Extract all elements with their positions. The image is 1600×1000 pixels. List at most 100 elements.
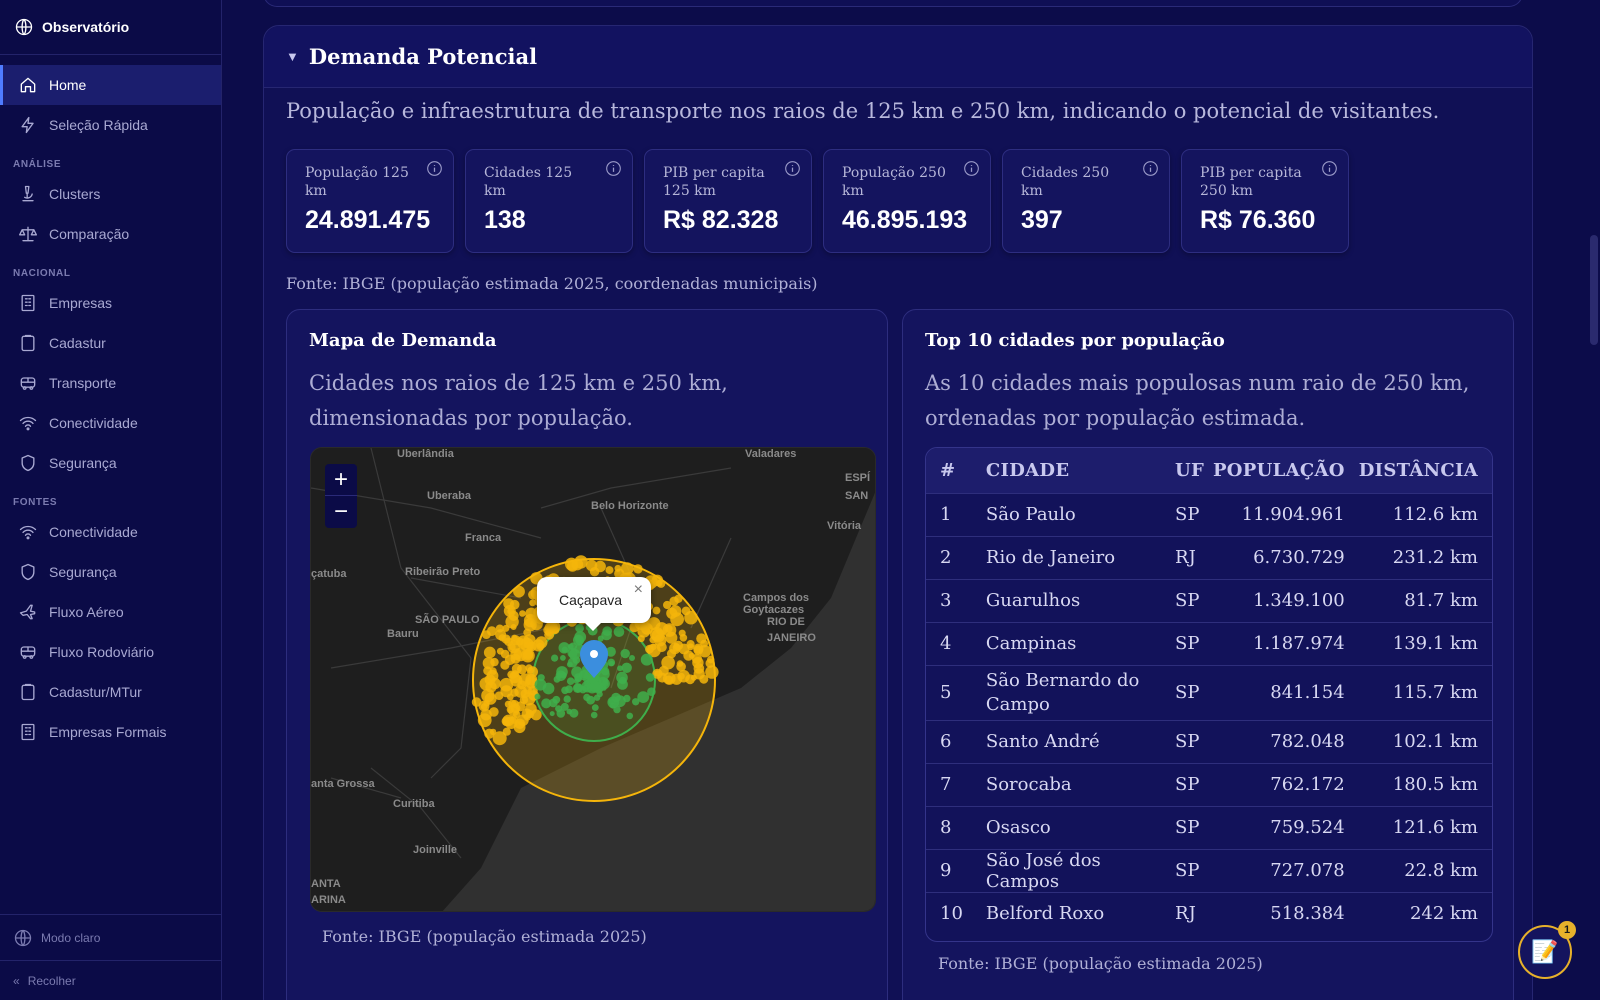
city-dot-250: [513, 585, 525, 598]
city-dot-125: [601, 629, 612, 641]
popup-label: Caçapava: [559, 592, 623, 608]
city-dot-125: [593, 694, 601, 701]
table-cell: RJ: [1161, 535, 1213, 579]
table-cell: 231.2 km: [1358, 535, 1492, 579]
city-dot-250: [652, 606, 661, 615]
map-place-label: Bauru: [387, 628, 419, 640]
city-dot-125: [580, 669, 589, 679]
table-source: Fonte: IBGE (população estimada 2025): [938, 954, 1263, 973]
city-dot-125: [551, 654, 559, 662]
table-row[interactable]: 9 São José dos Campos SP 727.078 22.8 km: [926, 848, 1492, 892]
map-place-label: Vitória: [827, 520, 862, 532]
city-dot-250: [483, 646, 496, 659]
column-header[interactable]: DISTÂNCIA: [1358, 448, 1492, 493]
sidebar-item-cadastur-mtur[interactable]: Cadastur/MTur: [0, 672, 221, 712]
sidebar-item-seguran-a[interactable]: Segurança: [0, 443, 221, 483]
city-dot-250: [674, 594, 683, 603]
info-icon[interactable]: [963, 160, 980, 177]
collapse-caret-icon[interactable]: ▼: [286, 49, 299, 64]
city-dot-250: [510, 624, 517, 630]
table-row[interactable]: 4 Campinas SP 1.187.974 139.1 km: [926, 621, 1492, 665]
sidebar-item-conectividade[interactable]: Conectividade: [0, 403, 221, 443]
page-scrollbar[interactable]: [1590, 235, 1598, 345]
table-cell: RJ: [1161, 891, 1213, 935]
city-dot-125: [598, 676, 608, 686]
map-place-label: anta Grossa: [311, 778, 375, 790]
info-icon[interactable]: [605, 160, 622, 177]
column-header[interactable]: #: [926, 448, 972, 493]
sidebar-item-compara-o[interactable]: Comparação: [0, 214, 221, 254]
shield-icon: [21, 454, 35, 472]
sidebar-item-transporte[interactable]: Transporte: [0, 363, 221, 403]
sidebar-item-empresas[interactable]: Empresas: [0, 283, 221, 323]
city-dot-250: [678, 643, 690, 655]
map-place-label: SÃO PAULO: [415, 614, 480, 626]
table-cell: 841.154: [1212, 664, 1359, 720]
table-row[interactable]: 2 Rio de Janeiro RJ 6.730.729 231.2 km: [926, 535, 1492, 579]
table-cell: Belford Roxo: [971, 891, 1162, 935]
city-dot-250: [662, 623, 677, 637]
demand-map[interactable]: Uberlândia Valadares Uberaba Belo Horizonte…: [310, 447, 876, 912]
map-canvas[interactable]: [311, 448, 876, 912]
zoom-out-button[interactable]: −: [333, 498, 348, 525]
info-icon[interactable]: [426, 160, 443, 177]
sidebar-item-sele-o-r-pida[interactable]: Seleção Rápida: [0, 105, 221, 145]
city-dot-250: [655, 580, 663, 587]
notes-fab-button[interactable]: 📝 1: [1518, 921, 1576, 979]
sidebar-section-title: ANÁLISE: [13, 159, 62, 170]
metric-card: PIB per capita 125 km R$ 82.328: [644, 149, 812, 253]
column-header[interactable]: POPULAÇÃO: [1212, 448, 1359, 493]
sidebar-item-home[interactable]: Home: [0, 65, 221, 105]
city-dot-125: [645, 673, 655, 682]
table-cell: 242 km: [1358, 891, 1492, 935]
metric-card: População 125 km 24.891.475: [286, 149, 454, 253]
collapse-sidebar-button[interactable]: « Recolher: [0, 960, 221, 1000]
sidebar-item-conectividade[interactable]: Conectividade: [0, 512, 221, 552]
map-place-label: RIO DE: [767, 616, 805, 628]
sidebar-item-cadastur[interactable]: Cadastur: [0, 323, 221, 363]
zoom-in-button[interactable]: +: [325, 464, 357, 496]
section-header[interactable]: ▼ Demanda Potencial: [264, 26, 1532, 88]
brand[interactable]: Observatório: [0, 0, 221, 55]
city-dot-250: [517, 714, 529, 727]
city-dot-250: [654, 670, 661, 677]
city-dot-250: [672, 643, 681, 652]
city-dot-250: [663, 600, 672, 610]
building-icon: [21, 294, 35, 312]
city-dot-250: [504, 700, 512, 708]
city-dot-125: [573, 634, 584, 646]
sidebar-item-fluxo-a-reo[interactable]: Fluxo Aéreo: [0, 592, 221, 632]
table-row[interactable]: 1 São Paulo SP 11.904.961 112.6 km: [926, 492, 1492, 536]
table-row[interactable]: 6 Santo André SP 782.048 102.1 km: [926, 719, 1492, 763]
city-dot-125: [566, 677, 575, 685]
sidebar-item-label: Segurança: [49, 455, 117, 471]
table-row[interactable]: 7 Sorocaba SP 762.172 180.5 km: [926, 762, 1492, 806]
building-icon: [21, 723, 35, 741]
map-place-label: çatuba: [311, 568, 347, 580]
city-dot-250: [650, 643, 657, 651]
main-content: ▼ Demanda Potencial População e infraest…: [223, 0, 1600, 1000]
city-dot-125: [637, 691, 650, 703]
table-cell: SP: [1161, 621, 1213, 665]
city-dot-250: [661, 655, 675, 670]
table-panel: Top 10 cidades por população As 10 cidad…: [902, 309, 1514, 1000]
table-row[interactable]: 3 Guarulhos SP 1.349.100 81.7 km: [926, 578, 1492, 622]
sidebar-item-label: Fluxo Aéreo: [49, 604, 124, 620]
sidebar-item-empresas-formais[interactable]: Empresas Formais: [0, 712, 221, 752]
chevrons-left-icon: «: [13, 973, 20, 988]
city-dot-125: [591, 704, 599, 711]
column-header[interactable]: UF: [1161, 448, 1213, 493]
sidebar-item-clusters[interactable]: Clusters: [0, 174, 221, 214]
theme-toggle[interactable]: Modo claro: [0, 914, 221, 960]
popup-close-button[interactable]: ×: [633, 581, 643, 598]
table-row[interactable]: 5 São Bernardo do Campo SP 841.154 115.7 km: [926, 664, 1492, 720]
column-header[interactable]: CIDADE: [971, 448, 1162, 493]
info-icon[interactable]: [1321, 160, 1338, 177]
table-row[interactable]: 10 Belford Roxo RJ 518.384 242 km: [926, 891, 1492, 935]
table-cell: São Paulo: [971, 492, 1162, 536]
sidebar-item-fluxo-rodovi-rio[interactable]: Fluxo Rodoviário: [0, 632, 221, 672]
sidebar-item-seguran-a[interactable]: Segurança: [0, 552, 221, 592]
info-icon[interactable]: [1142, 160, 1159, 177]
info-icon[interactable]: [784, 160, 801, 177]
table-row[interactable]: 8 Osasco SP 759.524 121.6 km: [926, 805, 1492, 849]
